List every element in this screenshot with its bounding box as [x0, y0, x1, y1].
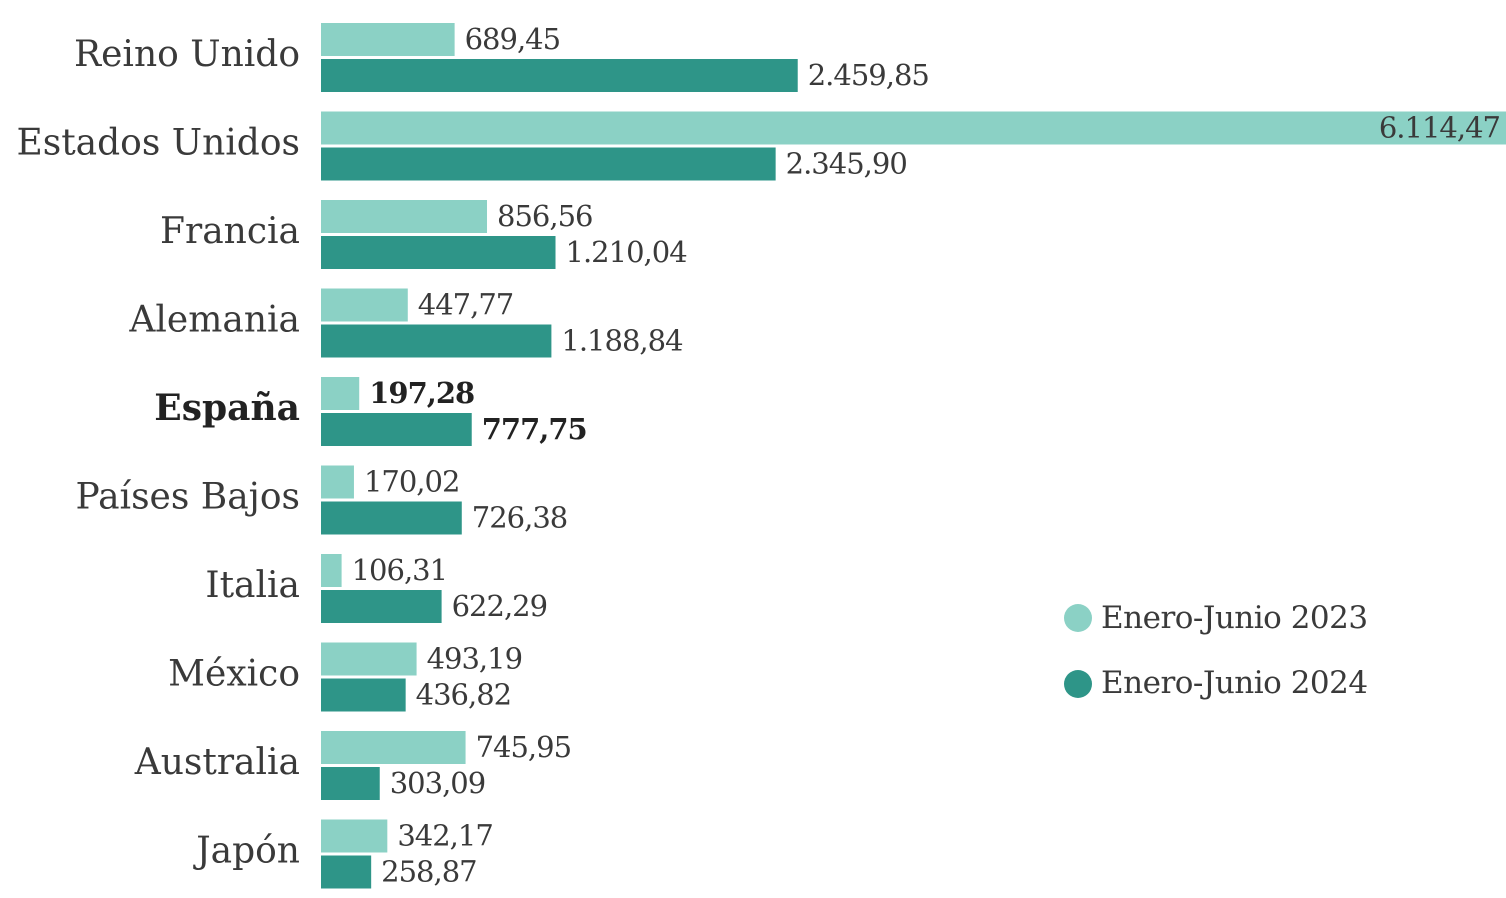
bars-group: Reino Unido 689,45 2.459,85 Estados Unidos 6…	[16, 22, 1506, 889]
bar-series2-cat-8	[321, 767, 380, 800]
value-label-series1-cat-9: 342,17	[397, 819, 492, 853]
value-label-series1-cat-4: 197,28	[369, 376, 474, 410]
bar-series2-cat-0	[321, 59, 798, 92]
bar-series1-cat-4	[321, 377, 360, 410]
bar-series2-cat-3	[321, 324, 552, 358]
legend-label-series-2: Enero-Junio 2024	[1101, 665, 1368, 701]
value-label-series2-cat-5: 726,38	[472, 501, 567, 535]
bar-series1-cat-9	[321, 819, 388, 853]
bar-series1-cat-0	[321, 23, 455, 56]
bar-series1-cat-8	[321, 731, 466, 764]
category-label-cat-2: Francia	[160, 211, 300, 252]
category-label-cat-4: España	[154, 387, 300, 429]
value-label-series2-cat-0: 2.459,85	[808, 58, 929, 92]
category-label-cat-7: México	[168, 654, 300, 695]
legend-swatch-series-1	[1064, 604, 1092, 632]
bar-series2-cat-9	[321, 855, 372, 889]
bar-series2-cat-7	[321, 678, 406, 712]
bar-series2-cat-5	[321, 501, 462, 535]
legend-label-series-1: Enero-Junio 2023	[1101, 600, 1368, 636]
bar-series1-cat-2	[321, 200, 488, 233]
value-label-series1-cat-3: 447,77	[418, 288, 513, 322]
legend: Enero-Junio 2023 Enero-Junio 2024	[1064, 600, 1368, 701]
bar-series1-cat-3	[321, 288, 408, 322]
value-label-series2-cat-8: 303,09	[390, 766, 485, 800]
value-label-series1-cat-1: 6.114,47	[1379, 111, 1500, 145]
category-label-cat-8: Australia	[134, 742, 300, 783]
category-label-cat-3: Alemania	[128, 300, 300, 341]
value-label-series2-cat-1: 2.345,90	[786, 147, 907, 181]
category-label-cat-6: Italia	[205, 565, 300, 606]
legend-swatch-series-2	[1064, 670, 1092, 698]
category-label-cat-9: Japón	[192, 831, 300, 872]
bar-series2-cat-6	[321, 590, 442, 623]
bar-series2-cat-4	[321, 413, 472, 446]
bar-series1-cat-1	[321, 111, 1506, 145]
bar-series2-cat-2	[321, 236, 556, 269]
category-label-cat-5: Países Bajos	[75, 477, 300, 518]
value-label-series1-cat-6: 106,31	[352, 553, 447, 587]
value-label-series1-cat-2: 856,56	[497, 199, 592, 233]
value-label-series2-cat-6: 622,29	[452, 589, 547, 623]
value-label-series1-cat-0: 689,45	[465, 22, 560, 56]
value-label-series1-cat-8: 745,95	[476, 730, 571, 764]
value-label-series2-cat-4: 777,75	[482, 412, 587, 446]
bar-series1-cat-6	[321, 554, 342, 587]
value-label-series2-cat-2: 1.210,04	[566, 235, 687, 269]
bar-series2-cat-1	[321, 147, 776, 181]
bar-series1-cat-5	[321, 465, 354, 499]
value-label-series1-cat-5: 170,02	[364, 465, 459, 499]
category-label-cat-1: Estados Unidos	[16, 123, 300, 164]
value-label-series2-cat-3: 1.188,84	[561, 324, 682, 358]
bar-series1-cat-7	[321, 642, 417, 676]
value-label-series2-cat-9: 258,87	[381, 855, 476, 889]
value-label-series2-cat-7: 436,82	[416, 678, 511, 712]
value-label-series1-cat-7: 493,19	[427, 642, 522, 676]
category-label-cat-0: Reino Unido	[74, 34, 300, 75]
